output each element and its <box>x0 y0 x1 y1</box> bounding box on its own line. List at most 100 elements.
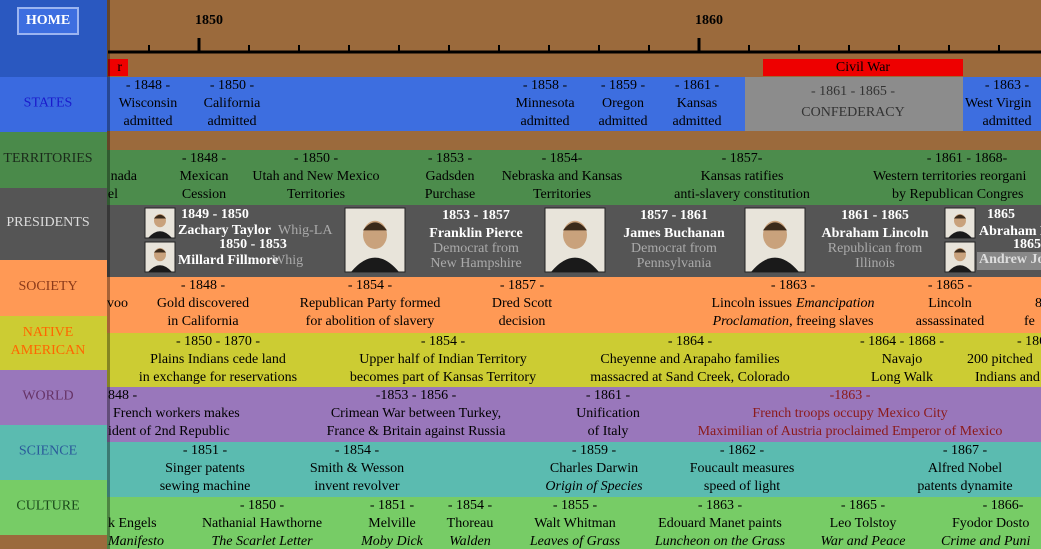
item-line: admitted <box>673 114 722 129</box>
item-line: anti-slavery constitution <box>674 187 810 202</box>
item-line: - 1861 - <box>586 388 631 403</box>
item-line: Fyodor Dosto <box>952 516 1029 531</box>
sidebar-cell <box>0 316 107 370</box>
item-line: Gadsden <box>426 169 475 184</box>
item-line: The Scarlet Letter <box>211 534 313 549</box>
item-line: by Republican Congres <box>892 187 1023 202</box>
president-text: Whig <box>272 253 303 268</box>
item-line: Alfred Nobel <box>928 461 1002 476</box>
item-line: Foucault measures <box>690 461 795 476</box>
item-line: - 1862 - <box>720 443 765 458</box>
item-line: Navajo <box>882 352 922 367</box>
portrait-hair <box>154 214 166 219</box>
item-line: Kansas ratifies <box>701 169 784 184</box>
portrait-body <box>351 257 399 272</box>
item-line: Manifesto <box>107 534 164 549</box>
sidebar-footer <box>0 535 107 549</box>
sidebar-label: PRESIDENTS <box>6 215 89 230</box>
item-line: - 1867 - <box>943 443 988 458</box>
portrait-hair <box>954 248 966 253</box>
item-line: Crimean War between Turkey, <box>331 406 501 421</box>
president-text: 1849 - 1850 <box>181 207 249 222</box>
item-line: - 1857 - <box>500 278 545 293</box>
item-line: California <box>204 96 262 111</box>
sidebar: HOME STATES TERRITORIES PRESIDENTS SOCIETY NA… <box>0 0 110 549</box>
item-line: voo <box>107 296 128 311</box>
sidebar-shadow <box>107 0 110 549</box>
portrait-hair <box>563 222 587 231</box>
item-line: - 1859 - <box>572 443 617 458</box>
portrait-body <box>551 257 599 272</box>
item-line: - 1864 - <box>668 334 713 349</box>
president-text: Andrew Joh <box>979 252 1041 267</box>
item-line: Walden <box>449 534 490 549</box>
item-line: Kansas <box>677 96 717 111</box>
item-line-part: Emancipation <box>795 296 875 311</box>
item-line: Melville <box>368 516 415 531</box>
item-line: Unification <box>576 406 640 421</box>
item-line: French workers makes <box>113 406 240 421</box>
item-line: Indians and <box>975 370 1040 385</box>
item-line: Smith & Wesson <box>310 461 404 476</box>
item-line: Walt Whitman <box>534 516 615 531</box>
item-line: speed of light <box>704 479 780 494</box>
item-line: - 1851 - <box>370 498 415 513</box>
era-label: Civil War <box>836 60 891 75</box>
era-label: r <box>117 60 122 75</box>
item-line: Long Walk <box>871 370 933 385</box>
item-line: - 1864 - 1868 - <box>860 334 944 349</box>
sidebar-cell <box>0 425 107 480</box>
item-line: Nebraska and Kansas <box>502 169 623 184</box>
item-line: -1853 - 1856 - <box>376 388 457 403</box>
portrait-hair <box>363 222 387 231</box>
item-line: Lincoln <box>928 296 972 311</box>
sidebar-cell <box>0 480 107 535</box>
item-line: Thoreau <box>447 516 494 531</box>
item-line: massacred at Sand Creek, Colorado <box>590 370 789 385</box>
item-line: - 1865 - <box>841 498 886 513</box>
president-text: James Buchanan <box>623 226 725 241</box>
item-line: of Italy <box>588 424 629 439</box>
era-bar <box>108 59 128 76</box>
home-button[interactable] <box>17 7 79 35</box>
home-label[interactable]: HOME <box>26 13 70 28</box>
item-line: nada <box>111 169 138 184</box>
item-line: Leaves of Grass <box>529 534 621 549</box>
item-line: - 1848 - <box>126 78 171 93</box>
sidebar-label: SCIENCE <box>19 444 77 459</box>
row-band <box>0 387 1041 442</box>
item-line: - 1854 - <box>448 498 493 513</box>
portrait-body <box>148 231 172 238</box>
row-band <box>0 497 1041 549</box>
row-band <box>0 277 1041 333</box>
item-line: Crime and Puni <box>941 534 1031 549</box>
item-line: Mexican <box>180 169 229 184</box>
president-text: Republican from <box>828 241 923 256</box>
item-line: Utah and New Mexico <box>252 169 379 184</box>
item-line: - 1848 - <box>182 151 227 166</box>
item-line: - 1858 - <box>523 78 568 93</box>
sidebar-cell <box>0 370 107 425</box>
item-line: for abolition of slavery <box>306 314 435 329</box>
president-text: 1857 - 1861 <box>640 208 708 223</box>
item-line: Moby Dick <box>360 534 424 549</box>
item-line: Oregon <box>602 96 644 111</box>
item-line: admitted <box>124 114 173 129</box>
item-line-part: , freeing slaves <box>789 314 873 329</box>
era-bar <box>763 59 963 76</box>
portrait-body <box>948 231 972 238</box>
item-line: West Virgin <box>965 96 1031 111</box>
year-label: 1850 <box>195 13 223 28</box>
president-text: 1865 <box>987 207 1015 222</box>
president-text: Abraham Lincoln <box>822 226 929 241</box>
item-line: - 1848 - <box>181 278 226 293</box>
item-line: - 1863 - <box>771 278 816 293</box>
portrait-body <box>148 265 172 272</box>
item-line: - 1850 - <box>240 498 285 513</box>
sidebar-label: NATIVE <box>23 325 74 340</box>
item-line: Cession <box>182 187 226 202</box>
president-text: Pennsylvania <box>637 256 712 271</box>
president-text: 1865 <box>1013 237 1041 252</box>
